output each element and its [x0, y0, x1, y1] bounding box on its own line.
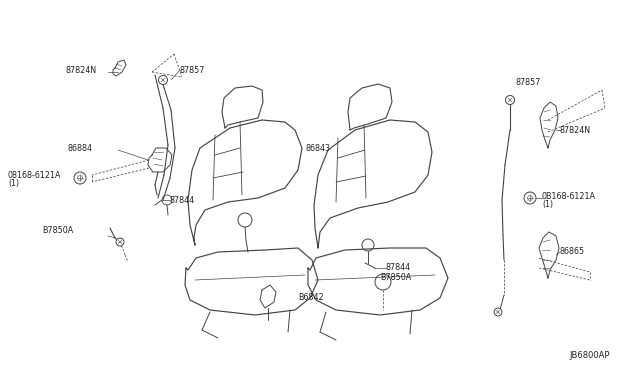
Text: 86843: 86843: [306, 144, 331, 153]
Text: (1): (1): [542, 199, 553, 208]
Circle shape: [159, 76, 168, 84]
Circle shape: [506, 96, 515, 105]
Text: 87824N: 87824N: [560, 125, 591, 135]
Text: 87824N: 87824N: [65, 65, 96, 74]
Text: JB6800AP: JB6800AP: [570, 352, 610, 360]
Text: 86884: 86884: [68, 144, 93, 153]
Circle shape: [74, 172, 86, 184]
Text: B6842: B6842: [298, 294, 324, 302]
Text: 87844: 87844: [170, 196, 195, 205]
Text: 87857: 87857: [180, 65, 205, 74]
Text: B7850A: B7850A: [380, 273, 412, 282]
Text: 0B168-6121A: 0B168-6121A: [542, 192, 596, 201]
Text: (1): (1): [8, 179, 19, 187]
Circle shape: [116, 238, 124, 246]
Text: 86865: 86865: [560, 247, 585, 257]
Circle shape: [524, 192, 536, 204]
Text: 08168-6121A: 08168-6121A: [8, 170, 61, 180]
Text: 87844: 87844: [386, 263, 411, 273]
Text: B7850A: B7850A: [42, 225, 73, 234]
Text: 87857: 87857: [515, 77, 540, 87]
Circle shape: [494, 308, 502, 316]
